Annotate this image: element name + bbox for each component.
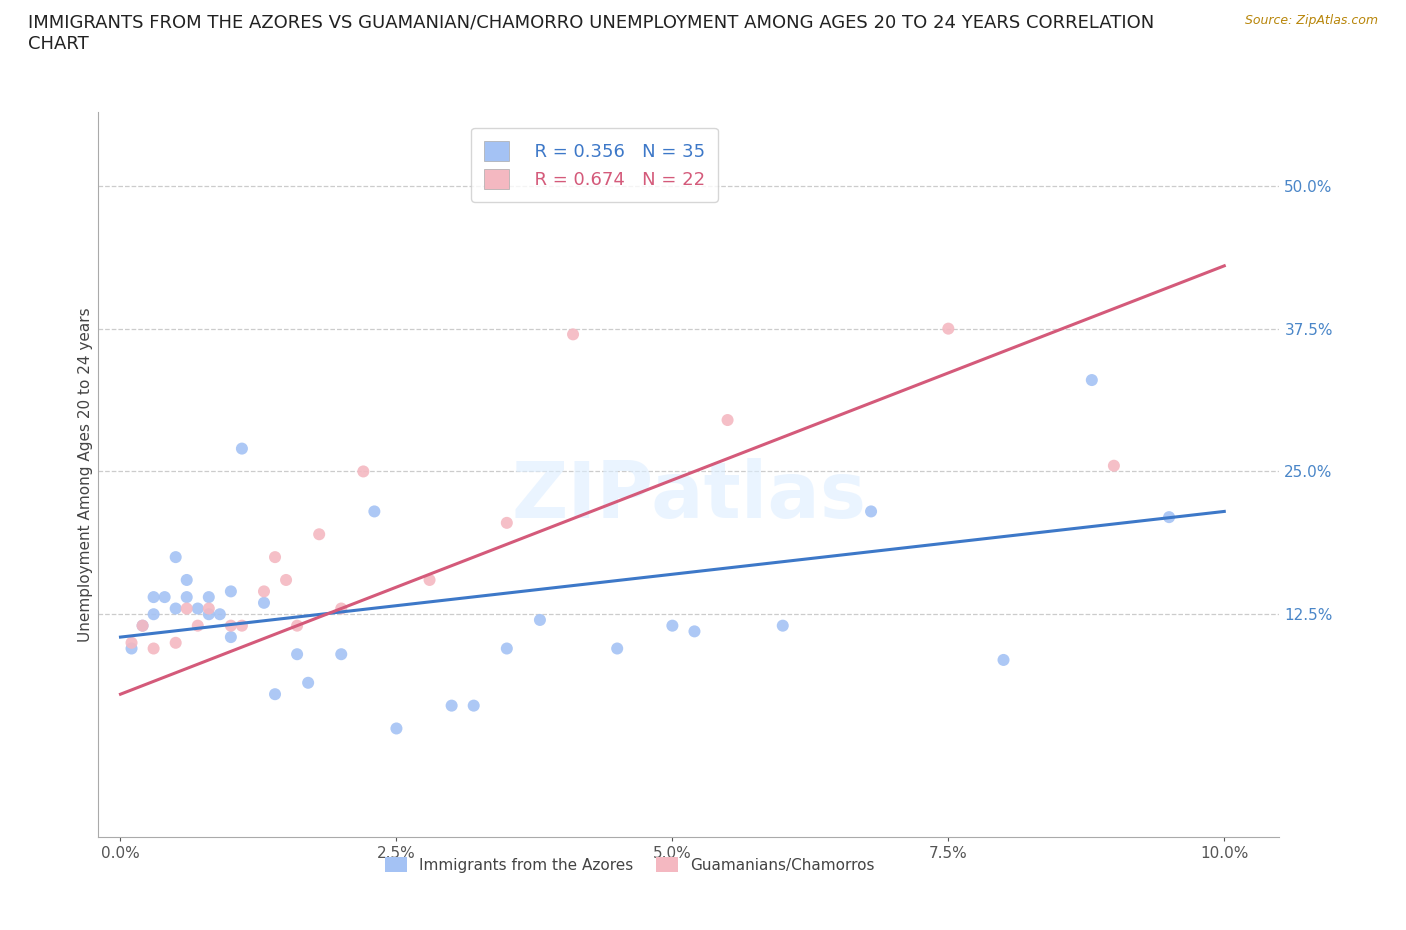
Point bbox=[419, 573, 441, 588]
Point bbox=[993, 653, 1015, 668]
Point bbox=[198, 590, 221, 604]
Point bbox=[208, 606, 231, 621]
Point bbox=[716, 413, 738, 428]
Point bbox=[187, 618, 209, 633]
Point bbox=[142, 606, 165, 621]
Point bbox=[308, 526, 330, 541]
Point bbox=[198, 601, 221, 616]
Point bbox=[198, 606, 221, 621]
Point bbox=[529, 613, 551, 628]
Point bbox=[285, 646, 308, 661]
Point bbox=[495, 641, 517, 656]
Point bbox=[131, 618, 153, 633]
Point bbox=[363, 504, 385, 519]
Point bbox=[231, 441, 253, 456]
Point bbox=[121, 641, 143, 656]
Point bbox=[176, 601, 198, 616]
Point bbox=[440, 698, 463, 713]
Text: ZIPatlas: ZIPatlas bbox=[512, 458, 866, 534]
Point bbox=[142, 590, 165, 604]
Point bbox=[285, 618, 308, 633]
Point bbox=[131, 618, 153, 633]
Point bbox=[936, 321, 959, 336]
Legend: Immigrants from the Azores, Guamanians/Chamorros: Immigrants from the Azores, Guamanians/C… bbox=[378, 849, 882, 880]
Y-axis label: Unemployment Among Ages 20 to 24 years: Unemployment Among Ages 20 to 24 years bbox=[77, 307, 93, 642]
Point bbox=[1157, 510, 1180, 525]
Point bbox=[176, 590, 198, 604]
Point bbox=[274, 573, 297, 588]
Point bbox=[165, 550, 187, 565]
Point bbox=[219, 618, 242, 633]
Point bbox=[253, 595, 276, 610]
Point bbox=[176, 573, 198, 588]
Point bbox=[385, 721, 408, 736]
Point bbox=[264, 686, 287, 701]
Point bbox=[219, 584, 242, 599]
Point bbox=[165, 601, 187, 616]
Point bbox=[661, 618, 683, 633]
Point bbox=[1081, 373, 1104, 388]
Point bbox=[297, 675, 319, 690]
Text: Source: ZipAtlas.com: Source: ZipAtlas.com bbox=[1244, 14, 1378, 27]
Text: IMMIGRANTS FROM THE AZORES VS GUAMANIAN/CHAMORRO UNEMPLOYMENT AMONG AGES 20 TO 2: IMMIGRANTS FROM THE AZORES VS GUAMANIAN/… bbox=[28, 14, 1154, 53]
Point bbox=[562, 327, 585, 342]
Point bbox=[352, 464, 374, 479]
Point bbox=[187, 601, 209, 616]
Point bbox=[153, 590, 176, 604]
Point bbox=[121, 635, 143, 650]
Point bbox=[165, 635, 187, 650]
Point bbox=[142, 641, 165, 656]
Point bbox=[219, 630, 242, 644]
Point bbox=[231, 618, 253, 633]
Point bbox=[463, 698, 485, 713]
Point bbox=[1102, 458, 1125, 473]
Point bbox=[264, 550, 287, 565]
Point bbox=[330, 646, 353, 661]
Point bbox=[860, 504, 883, 519]
Point bbox=[683, 624, 706, 639]
Point bbox=[495, 515, 517, 530]
Point bbox=[330, 601, 353, 616]
Point bbox=[606, 641, 628, 656]
Point bbox=[253, 584, 276, 599]
Point bbox=[772, 618, 794, 633]
